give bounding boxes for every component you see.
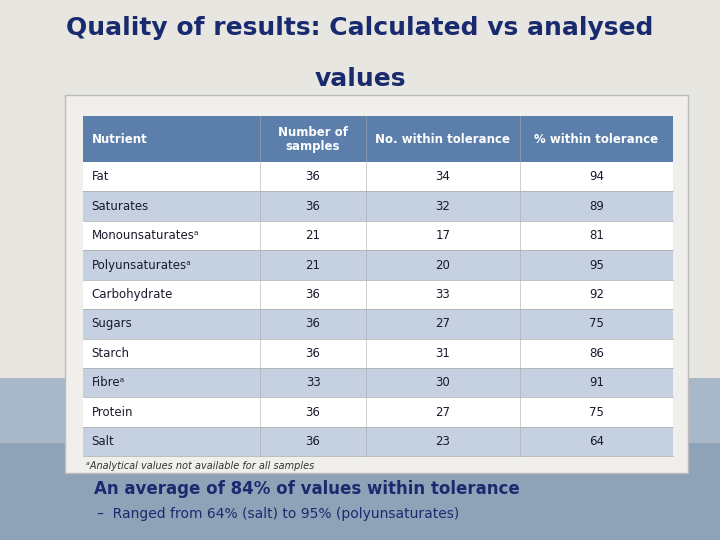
Text: 33: 33 bbox=[306, 376, 320, 389]
Text: 89: 89 bbox=[589, 200, 604, 213]
Text: 27: 27 bbox=[436, 318, 451, 330]
Text: 21: 21 bbox=[305, 259, 320, 272]
Text: 34: 34 bbox=[436, 170, 451, 183]
Text: 75: 75 bbox=[589, 406, 604, 419]
Text: 36: 36 bbox=[305, 347, 320, 360]
Text: –  Ranged from 64% (salt) to 95% (polyunsaturates): – Ranged from 64% (salt) to 95% (polyuns… bbox=[97, 507, 459, 521]
Text: 92: 92 bbox=[589, 288, 604, 301]
Bar bbox=[83, 251, 673, 280]
Text: % within tolerance: % within tolerance bbox=[534, 132, 659, 146]
Text: 94: 94 bbox=[589, 170, 604, 183]
Bar bbox=[65, 94, 688, 472]
Text: 27: 27 bbox=[436, 406, 451, 419]
Text: No. within tolerance: No. within tolerance bbox=[375, 132, 510, 146]
Text: 36: 36 bbox=[305, 406, 320, 419]
Text: 75: 75 bbox=[589, 318, 604, 330]
Text: Protein: Protein bbox=[91, 406, 133, 419]
Bar bbox=[83, 191, 673, 221]
Text: Monounsaturatesᵃ: Monounsaturatesᵃ bbox=[91, 229, 199, 242]
Text: 86: 86 bbox=[589, 347, 604, 360]
Text: 64: 64 bbox=[589, 435, 604, 448]
Bar bbox=[83, 397, 673, 427]
Text: values: values bbox=[314, 68, 406, 91]
Bar bbox=[83, 116, 673, 162]
Text: 36: 36 bbox=[305, 318, 320, 330]
Text: 20: 20 bbox=[436, 259, 451, 272]
Text: 31: 31 bbox=[436, 347, 451, 360]
Bar bbox=[83, 221, 673, 250]
Text: Saturates: Saturates bbox=[91, 200, 149, 213]
Bar bbox=[83, 309, 673, 339]
Text: 33: 33 bbox=[436, 288, 450, 301]
Text: Sugars: Sugars bbox=[91, 318, 132, 330]
Text: Nutrient: Nutrient bbox=[91, 132, 147, 146]
Text: 23: 23 bbox=[436, 435, 451, 448]
Text: 21: 21 bbox=[305, 229, 320, 242]
Text: 32: 32 bbox=[436, 200, 451, 213]
Text: Salt: Salt bbox=[91, 435, 114, 448]
Text: 17: 17 bbox=[436, 229, 451, 242]
Text: 36: 36 bbox=[305, 435, 320, 448]
Text: Carbohydrate: Carbohydrate bbox=[91, 288, 173, 301]
Text: Fibreᵃ: Fibreᵃ bbox=[91, 376, 125, 389]
Text: Number of
samples: Number of samples bbox=[278, 125, 348, 152]
Text: Starch: Starch bbox=[91, 347, 130, 360]
Text: 36: 36 bbox=[305, 288, 320, 301]
Text: Quality of results: Calculated vs analysed: Quality of results: Calculated vs analys… bbox=[66, 16, 654, 40]
Bar bbox=[83, 427, 673, 456]
Bar bbox=[83, 339, 673, 368]
Text: 36: 36 bbox=[305, 200, 320, 213]
Bar bbox=[83, 162, 673, 191]
Text: Polyunsaturatesᵃ: Polyunsaturatesᵃ bbox=[91, 259, 192, 272]
Text: 30: 30 bbox=[436, 376, 450, 389]
Text: Fat: Fat bbox=[91, 170, 109, 183]
Bar bbox=[83, 280, 673, 309]
Text: ᵃAnalytical values not available for all samples: ᵃAnalytical values not available for all… bbox=[86, 461, 315, 471]
Bar bbox=[83, 368, 673, 397]
Text: 91: 91 bbox=[589, 376, 604, 389]
Text: 81: 81 bbox=[589, 229, 604, 242]
Text: An average of 84% of values within tolerance: An average of 84% of values within toler… bbox=[94, 480, 519, 498]
Text: 95: 95 bbox=[589, 259, 604, 272]
Text: 36: 36 bbox=[305, 170, 320, 183]
